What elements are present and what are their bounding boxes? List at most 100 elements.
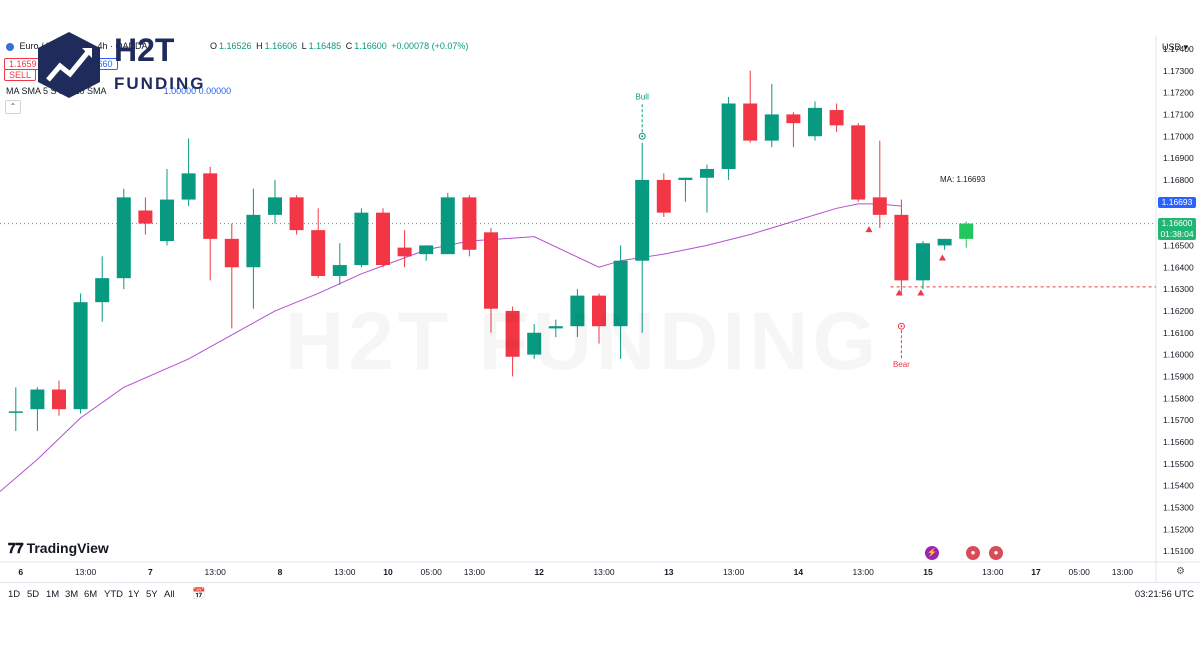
candle-body [937, 238, 952, 246]
candle [268, 179, 282, 224]
candle-body [959, 223, 974, 239]
y-tick-label: 1.16400 [1163, 262, 1194, 272]
y-tick-label: 1.15800 [1163, 393, 1194, 403]
candle-body [592, 295, 606, 327]
candle-body [700, 169, 714, 178]
range-6m[interactable]: 6M [84, 589, 98, 600]
candle [419, 245, 434, 261]
bottom-toolbar: 1D 5D 1M 3M 6M YTD 1Y 5Y All 📅 03:21:56 … [0, 582, 1200, 607]
candle [203, 166, 218, 281]
candle [937, 238, 952, 250]
candle-body [678, 177, 693, 180]
candle-body [829, 110, 844, 126]
x-tick-label: 13:00 [593, 567, 615, 577]
watermark: H2T FUNDING [285, 295, 880, 389]
candle [181, 138, 196, 207]
candle [613, 245, 628, 359]
signal-dot [641, 135, 644, 138]
settings-gear-icon[interactable]: ⚙ [1176, 566, 1185, 577]
candle-body [527, 332, 542, 355]
brand-logo: H2T FUNDING [34, 30, 214, 100]
sell-label[interactable]: SELL [4, 69, 37, 81]
candle [397, 230, 412, 268]
y-tick-label: 1.17400 [1163, 44, 1194, 54]
candle [894, 199, 909, 294]
currency-flag-icon [6, 42, 14, 51]
candle [592, 293, 606, 344]
x-tick-label: 05:00 [1069, 567, 1091, 577]
y-tick-label: 1.16500 [1163, 240, 1194, 250]
candle-body [462, 197, 477, 250]
y-tick-label: 1.15500 [1163, 459, 1194, 469]
candle-body [851, 125, 866, 200]
brand-name-bottom: FUNDING [114, 74, 206, 93]
y-tick-label: 1.16200 [1163, 306, 1194, 316]
candle [700, 164, 714, 213]
candle-body [8, 411, 23, 413]
candle [570, 289, 585, 338]
range-1y[interactable]: 1Y [128, 589, 140, 600]
candle-body [419, 245, 434, 255]
candle [916, 241, 930, 290]
collapse-legend-button[interactable]: ⌃ [5, 100, 21, 114]
candle-body [743, 103, 758, 141]
range-ytd[interactable]: YTD [104, 589, 123, 600]
x-tick-label: 13:00 [982, 567, 1004, 577]
candle-body [138, 210, 153, 224]
tradingview-mark-icon: 𝟕𝟕 [8, 540, 24, 556]
candle [678, 177, 693, 202]
range-5y[interactable]: 5Y [146, 589, 158, 600]
range-3m[interactable]: 3M [65, 589, 79, 600]
candle [289, 195, 304, 235]
brand-name-top: H2T [114, 32, 175, 68]
candle-body [354, 212, 369, 266]
y-tick-label: 1.15900 [1163, 371, 1194, 381]
candle [138, 197, 153, 235]
x-tick-label: 15 [923, 567, 933, 577]
range-all[interactable]: All [164, 589, 175, 600]
y-tick-label: 1.17300 [1163, 66, 1194, 76]
us-flag-event-icon[interactable]: ● [966, 546, 980, 560]
candle-body [656, 179, 671, 213]
candle [656, 173, 671, 218]
ma-line [0, 203, 902, 493]
tradingview-logo[interactable]: 𝟕𝟕 TradingView [8, 540, 109, 556]
candle [311, 208, 326, 279]
candle-body [332, 265, 347, 276]
candle [160, 169, 174, 246]
y-tick-label: 1.17000 [1163, 131, 1194, 141]
candle-body [894, 214, 909, 281]
x-tick-label: 13:00 [464, 567, 486, 577]
x-tick-label: 13:00 [723, 567, 745, 577]
candle [851, 123, 866, 202]
x-tick-label: 13:00 [334, 567, 356, 577]
candle-body [635, 179, 650, 261]
candle [635, 142, 650, 333]
date-range-calendar-icon[interactable]: 📅 [192, 588, 206, 600]
lightning-event-icon[interactable]: ⚡ [925, 546, 939, 560]
bear-signal-marker [897, 322, 905, 330]
bar-countdown: 01:38:04 [1160, 228, 1194, 239]
range-1d[interactable]: 1D [8, 589, 21, 600]
x-tick-label: 12 [534, 567, 544, 577]
range-5d[interactable]: 5D [27, 589, 40, 600]
candle [808, 101, 822, 141]
candle [246, 188, 261, 309]
candle-body [224, 238, 239, 268]
us-flag-event-icon-2[interactable]: ● [989, 546, 1003, 560]
candle [527, 324, 542, 359]
x-tick-label: 13:00 [75, 567, 97, 577]
currency-selector[interactable]: USD ▾ [1162, 42, 1189, 52]
range-1m[interactable]: 1M [46, 589, 60, 600]
x-tick-label: 6 [18, 567, 23, 577]
candle [872, 140, 887, 228]
candle-body [397, 247, 412, 257]
utc-clock[interactable]: 03:21:56 UTC [1134, 589, 1194, 600]
candle [376, 208, 390, 268]
x-tick-label: 10 [383, 567, 393, 577]
y-tick-label: 1.16100 [1163, 328, 1194, 338]
candle-body [95, 278, 110, 303]
candle [829, 103, 844, 132]
candle [332, 243, 347, 285]
